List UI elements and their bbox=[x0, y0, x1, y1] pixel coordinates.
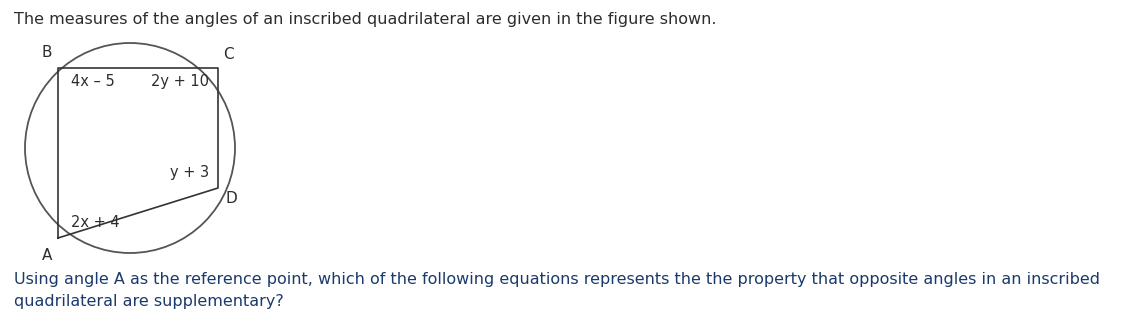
Text: A: A bbox=[42, 247, 53, 263]
Text: Using angle A as the reference point, which of the following equations represent: Using angle A as the reference point, wh… bbox=[13, 272, 1100, 309]
Text: D: D bbox=[226, 191, 237, 206]
Text: 2y + 10: 2y + 10 bbox=[151, 74, 209, 89]
Text: C: C bbox=[224, 47, 234, 62]
Text: y + 3: y + 3 bbox=[170, 165, 209, 180]
Text: 2x + 4: 2x + 4 bbox=[72, 215, 120, 230]
Text: The measures of the angles of an inscribed quadrilateral are given in the figure: The measures of the angles of an inscrib… bbox=[13, 12, 716, 27]
Text: B: B bbox=[42, 45, 53, 60]
Text: 4x – 5: 4x – 5 bbox=[72, 74, 116, 89]
